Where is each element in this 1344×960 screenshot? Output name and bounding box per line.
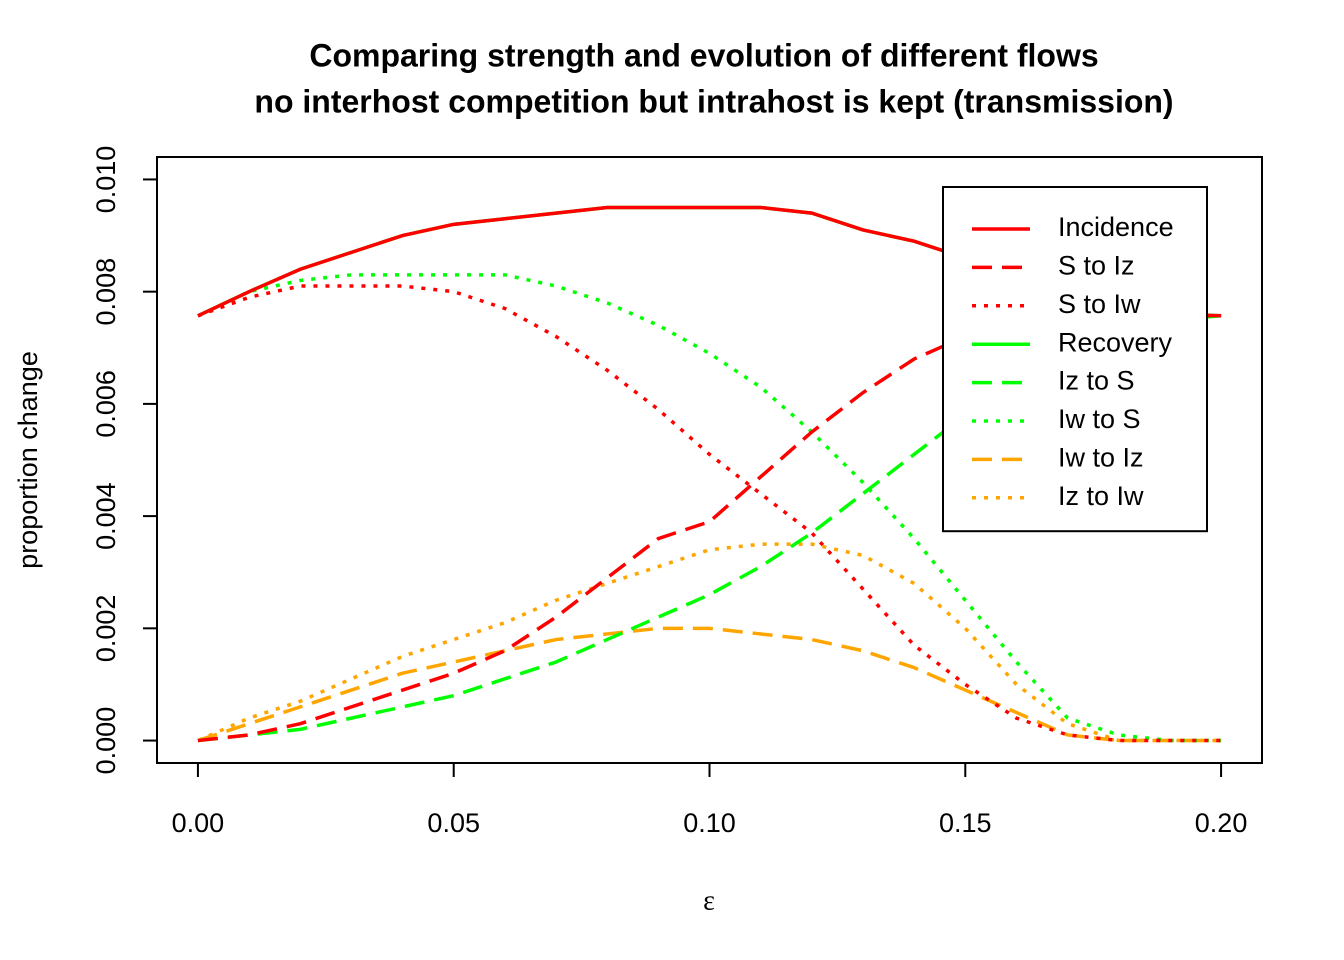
series-line <box>197 626 1222 743</box>
x-tick-label: 0.05 <box>427 808 480 838</box>
legend-label: Iz to S <box>1058 366 1135 396</box>
series-line <box>197 284 1222 743</box>
legend-label: Incidence <box>1058 212 1174 242</box>
chart-title: Comparing strength and evolution of diff… <box>309 37 1098 73</box>
legend-box <box>942 186 1208 533</box>
legend-label: Iw to S <box>1058 404 1141 434</box>
legend-label: Recovery <box>1058 327 1173 357</box>
legend-label: Iz to Iw <box>1058 481 1144 511</box>
series-line <box>197 542 1222 743</box>
x-axis-label: ε <box>703 885 715 916</box>
legend-label: S to Iw <box>1058 289 1141 319</box>
y-tick-label: 0.010 <box>91 146 121 214</box>
y-axis-label: proportion change <box>13 351 43 569</box>
y-tick-label: 0.006 <box>91 370 121 438</box>
y-tick-label: 0.002 <box>91 595 121 663</box>
x-tick-label: 0.10 <box>683 808 736 838</box>
x-tick-label: 0.15 <box>939 808 992 838</box>
x-tick-label: 0.20 <box>1195 808 1248 838</box>
series-line <box>197 273 1222 743</box>
legend-label: S to Iz <box>1058 251 1135 281</box>
chart-subtitle: no interhost competition but intrahost i… <box>254 83 1173 119</box>
x-tick-label: 0.00 <box>172 808 225 838</box>
y-tick-label: 0.004 <box>91 482 121 550</box>
y-tick-label: 0.008 <box>91 258 121 326</box>
legend-label: Iw to Iz <box>1058 443 1144 473</box>
y-tick-label: 0.000 <box>91 707 121 775</box>
